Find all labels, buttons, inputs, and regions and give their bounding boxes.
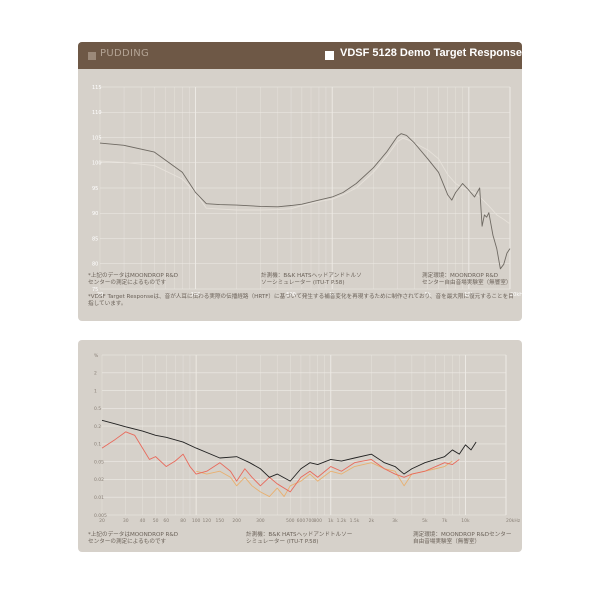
- title-square-icon: [325, 51, 334, 60]
- note-line: ソーシミュレーター (ITU-T P.58): [261, 280, 345, 286]
- note-line: センターの測定によるものです: [88, 280, 167, 286]
- y-tick-label: 0.01: [94, 495, 104, 501]
- series-line: [99, 137, 511, 225]
- series-line: [101, 431, 460, 493]
- y-tick-label: 75: [92, 287, 98, 293]
- y-tick-label: 0.5: [94, 406, 101, 412]
- frequency-response-card: PUDDING VDSF 5128 Demo Target Response 1…: [78, 42, 522, 321]
- y-tick-label: 80: [92, 262, 98, 268]
- x-tick-label: 3k: [392, 518, 398, 524]
- x-tick-label: 2k: [369, 518, 375, 524]
- x-tick-label: 60: [163, 518, 169, 524]
- x-tick-label: 150: [216, 518, 225, 524]
- y-tick-label: 2: [94, 371, 97, 377]
- note-line: *上記のデータはMOONDROP R&D: [88, 532, 179, 538]
- y-tick-label: 95: [92, 186, 98, 192]
- disclaimer: *VDSF Target Responseは、音が人耳に伝わる実際の伝播経路（H…: [88, 294, 514, 307]
- grid: [101, 354, 507, 516]
- note-line: 測定環境：MOONDROP R&D: [422, 273, 499, 279]
- grid: [99, 86, 511, 290]
- x-tick-label: 30: [123, 518, 129, 524]
- x-ticks: 20 100 500 1k 5k 10k 20kHz: [97, 292, 522, 298]
- y-tick-label: 115: [92, 85, 102, 91]
- series-group: [101, 419, 477, 498]
- y-tick-label: 110: [92, 110, 102, 116]
- note-line: センターの測定によるものです: [88, 539, 167, 545]
- x-tick-label: 200: [232, 518, 241, 524]
- note-line: 自由音場実験室（無響室）: [413, 539, 481, 545]
- x-tick-label: 5k: [422, 518, 428, 524]
- note-measurement-device: 計測機：B&K HATSヘッドアンドトルソー シミュレーター (ITU-T P.…: [246, 532, 352, 546]
- note-data-source: *上記のデータはMOONDROP R&D センターの測定によるものです: [88, 532, 178, 546]
- x-tick-label: 40: [140, 518, 146, 524]
- chart-title: VDSF 5128 Demo Target Response: [340, 47, 522, 59]
- brand-name: PUDDING: [100, 48, 150, 59]
- x-tick-label: 600: [297, 518, 306, 524]
- note-environment: 測定環境：MOONDROP R&D センター自由音場実験室（無響室）: [422, 273, 512, 287]
- note-line: 計測機：B&K HATSヘッドアンドトルソ: [261, 273, 362, 279]
- series-line: [196, 460, 453, 498]
- x-tick-label: 500: [286, 518, 295, 524]
- note-data-source: *上記のデータはMOONDROP R&D センターの測定によるものです: [88, 273, 178, 287]
- series-line: [99, 133, 511, 270]
- brand-square-icon: [88, 52, 96, 60]
- y-tick-label: %: [94, 353, 99, 359]
- distortion-card: % 2 1 0.5 0.2 0.1 0.05 0.02 0.01 0.005 20 30 40 50 60 8…: [78, 340, 522, 552]
- x-ticks: 20 30 40 50 60 80 100 120 150 200 300 500 600 700 800 1…: [99, 518, 521, 524]
- note-environment: 測定環境：MOONDROP R&Dセンター 自由音場実験室（無響室）: [413, 532, 511, 546]
- x-tick-label: 100: [191, 292, 201, 298]
- card-header: PUDDING VDSF 5128 Demo Target Response: [78, 42, 522, 69]
- y-tick-label: 1: [94, 388, 97, 394]
- y-tick-label: 90: [92, 211, 98, 217]
- series-group: [99, 133, 511, 270]
- x-tick-label: 10k: [461, 518, 470, 524]
- x-tick-label: 20: [99, 518, 105, 524]
- note-line: 計測機：B&K HATSヘッドアンドトルソー: [246, 532, 353, 538]
- y-tick-label: 0.1: [94, 442, 101, 448]
- series-line: [101, 419, 477, 482]
- x-tick-label: 50: [153, 518, 159, 524]
- y-tick-label: 105: [92, 135, 102, 141]
- x-tick-label: 100: [192, 518, 201, 524]
- note-measurement-device: 計測機：B&K HATSヘッドアンドトルソ ソーシミュレーター (ITU-T P…: [261, 273, 362, 287]
- x-tick-label: 800: [313, 518, 322, 524]
- x-tick-label: 20kHz: [506, 518, 521, 524]
- y-tick-label: 100: [92, 161, 102, 167]
- y-tick-label: 0.005: [94, 513, 107, 519]
- x-tick-label: 1.5k: [350, 518, 360, 524]
- x-tick-label: 80: [180, 518, 186, 524]
- note-line: 測定環境：MOONDROP R&Dセンター: [413, 532, 512, 538]
- x-tick-label: 120: [202, 518, 211, 524]
- y-ticks: % 2 1 0.5 0.2 0.1 0.05 0.02 0.01 0.005: [94, 353, 107, 519]
- y-tick-label: 0.2: [94, 424, 101, 430]
- x-tick-label: 300: [256, 518, 265, 524]
- y-tick-label: 0.02: [94, 477, 104, 483]
- x-tick-label: 500: [286, 292, 296, 298]
- note-line: センター自由音場実験室（無響室）: [422, 280, 512, 286]
- y-ticks: 115 110 105 100 95 90 85 80 75: [92, 85, 102, 293]
- x-tick-label: 700: [306, 518, 315, 524]
- x-tick-label: 5k: [425, 292, 431, 298]
- x-tick-label: 1k: [329, 292, 335, 298]
- x-tick-label: 1.2k: [337, 518, 347, 524]
- y-tick-label: 85: [92, 236, 98, 242]
- note-line: シミュレーター (ITU-T P.58): [246, 539, 319, 545]
- note-line: *上記のデータはMOONDROP R&D: [88, 273, 179, 279]
- x-tick-label: 20: [97, 292, 103, 298]
- x-tick-label: 10k: [464, 292, 473, 298]
- x-tick-label: 7k: [442, 518, 448, 524]
- y-tick-label: 0.05: [94, 459, 104, 465]
- x-tick-label: 1k: [328, 518, 334, 524]
- x-tick-label: 20kHz: [510, 292, 522, 298]
